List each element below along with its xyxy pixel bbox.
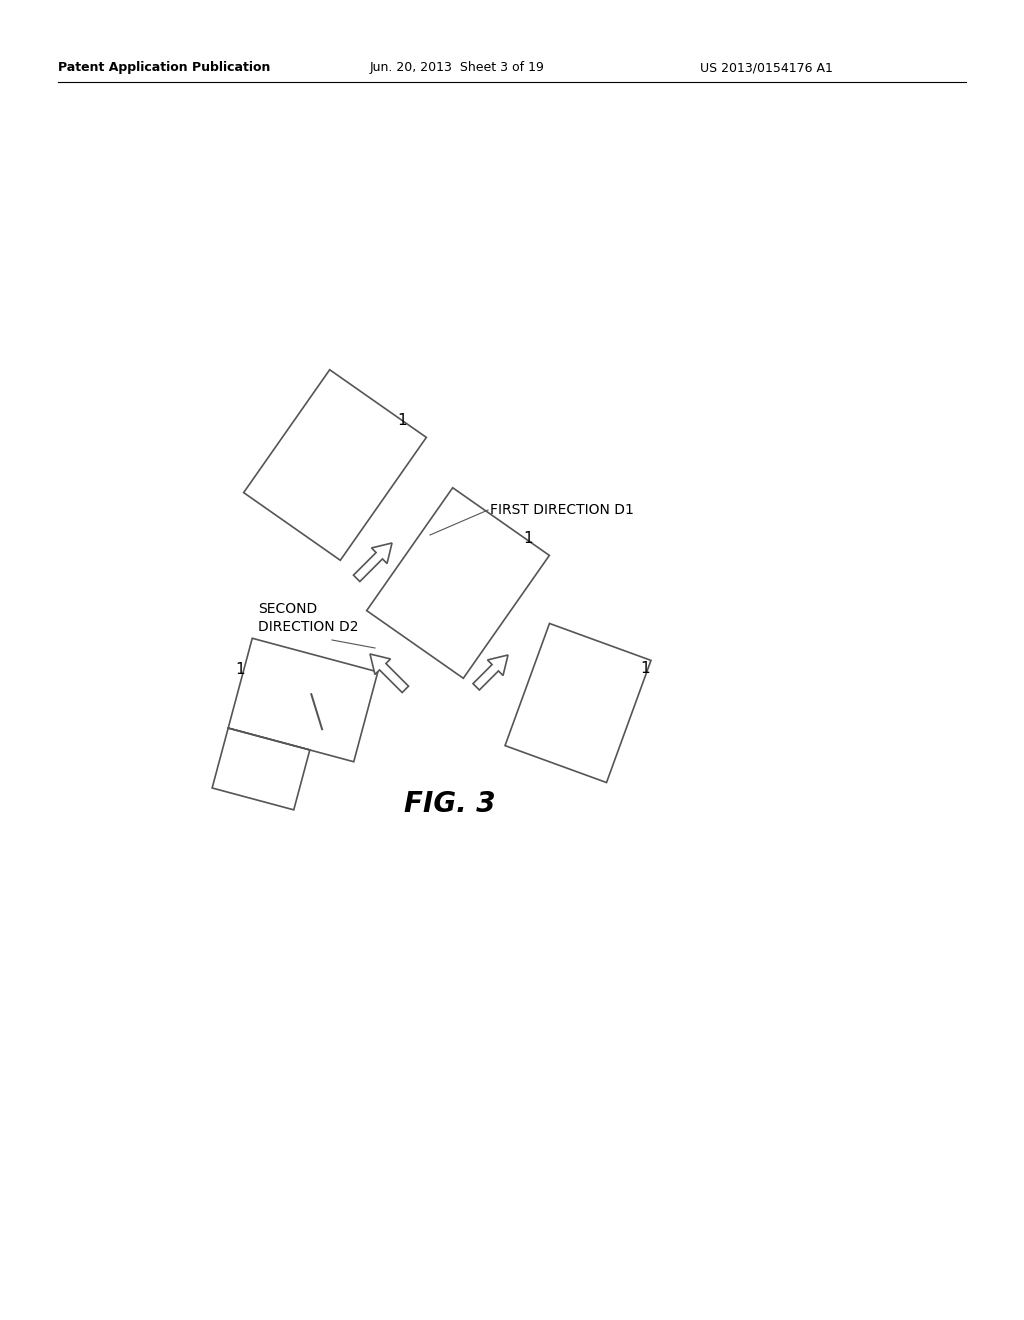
Text: 1: 1 <box>234 663 245 677</box>
Text: US 2013/0154176 A1: US 2013/0154176 A1 <box>700 62 833 74</box>
Text: SECOND
DIRECTION D2: SECOND DIRECTION D2 <box>258 602 358 634</box>
Polygon shape <box>244 370 426 560</box>
Text: Patent Application Publication: Patent Application Publication <box>58 62 270 74</box>
Polygon shape <box>473 655 508 690</box>
Polygon shape <box>212 729 310 810</box>
Polygon shape <box>228 639 378 762</box>
Polygon shape <box>370 653 409 693</box>
Polygon shape <box>505 623 651 783</box>
Text: 1: 1 <box>397 413 407 428</box>
Text: FIG. 3: FIG. 3 <box>404 789 496 818</box>
Text: 1: 1 <box>640 661 649 676</box>
Text: 1: 1 <box>523 531 532 546</box>
Text: FIRST DIRECTION D1: FIRST DIRECTION D1 <box>490 503 634 517</box>
Polygon shape <box>367 487 549 678</box>
Text: Jun. 20, 2013  Sheet 3 of 19: Jun. 20, 2013 Sheet 3 of 19 <box>370 62 545 74</box>
Polygon shape <box>353 543 392 582</box>
